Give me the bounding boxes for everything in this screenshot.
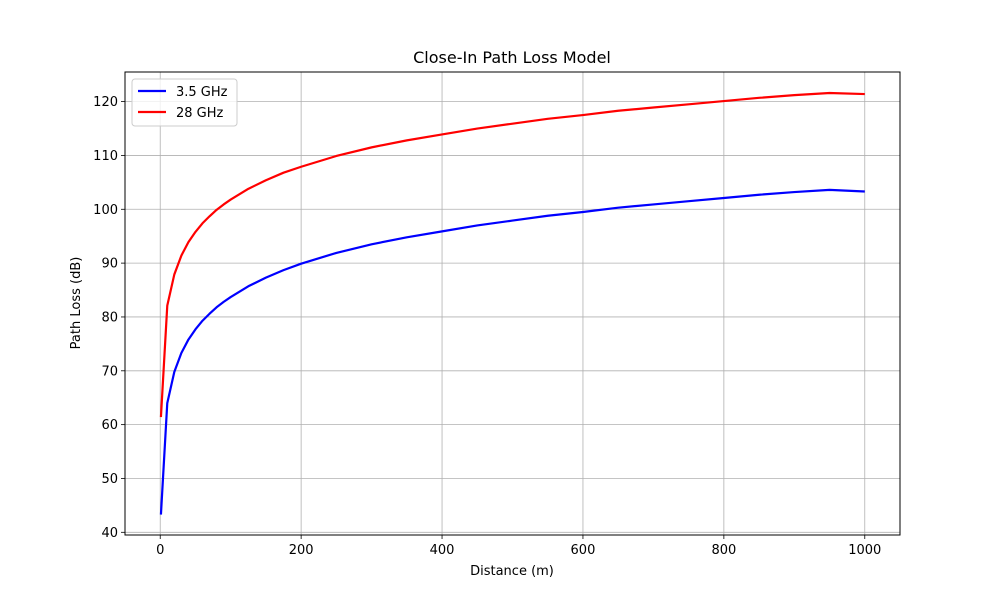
x-axis: 0 200 400 600 800 1000 bbox=[156, 535, 881, 558]
y-tick-label: 50 bbox=[101, 472, 118, 487]
series-line-1 bbox=[159, 91, 865, 418]
x-axis-label: Distance (m) bbox=[470, 564, 554, 579]
legend-label: 28 GHz bbox=[176, 106, 224, 121]
legend-label: 3.5 GHz bbox=[176, 85, 228, 100]
series-line-0 bbox=[159, 188, 865, 515]
y-tick-label: 40 bbox=[101, 526, 118, 541]
x-tick-label: 600 bbox=[571, 543, 596, 558]
x-tick-label: 1000 bbox=[848, 543, 881, 558]
y-tick-label: 60 bbox=[101, 418, 118, 433]
x-tick-label: 0 bbox=[156, 543, 164, 558]
x-tick-label: 200 bbox=[289, 543, 314, 558]
y-tick-label: 110 bbox=[93, 149, 118, 164]
chart-title: Close-In Path Loss Model bbox=[413, 48, 611, 67]
x-tick-label: 800 bbox=[711, 543, 736, 558]
plot-frame bbox=[124, 71, 901, 536]
y-axis: 40 50 60 70 80 90 100 110 120 bbox=[93, 95, 125, 541]
y-tick-label: 100 bbox=[93, 203, 118, 218]
x-tick-label: 400 bbox=[430, 543, 455, 558]
y-tick-label: 70 bbox=[101, 364, 118, 379]
y-tick-label: 90 bbox=[101, 257, 118, 272]
y-tick-label: 120 bbox=[93, 95, 118, 110]
series-group bbox=[159, 91, 865, 515]
y-axis-label: Path Loss (dB) bbox=[69, 257, 84, 350]
grid bbox=[125, 72, 900, 535]
y-tick-label: 80 bbox=[101, 310, 118, 325]
legend: 3.5 GHz 28 GHz bbox=[131, 78, 238, 127]
